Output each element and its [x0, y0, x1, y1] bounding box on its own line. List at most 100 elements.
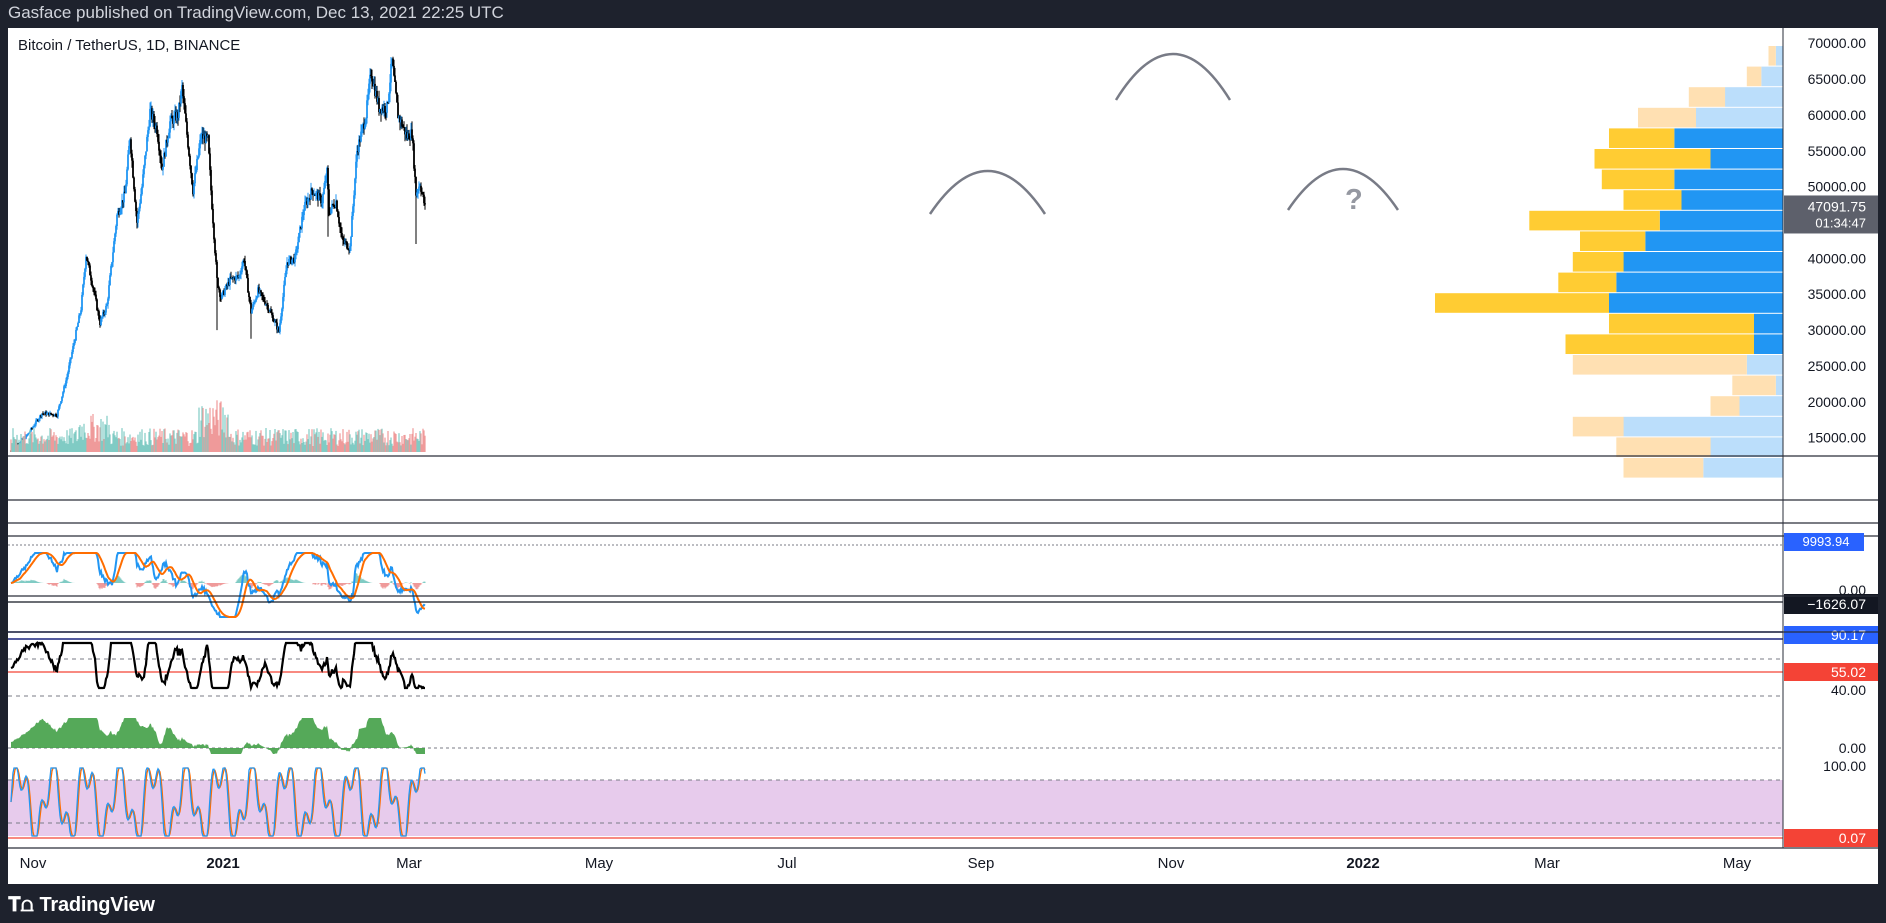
price-candle	[392, 58, 394, 66]
macd-histogram-bar	[38, 582, 40, 583]
price-candle	[53, 415, 55, 417]
volume-bar	[253, 444, 255, 452]
macd-histogram-bar	[276, 580, 278, 583]
volume-profile-down-bar	[1572, 416, 1624, 437]
volume-bar	[404, 434, 406, 452]
price-candle	[355, 161, 357, 179]
volume-bar	[174, 438, 176, 452]
price-candle	[219, 289, 221, 297]
volume-bar	[284, 430, 286, 452]
chart-frame[interactable]: 0.00 −1626.07 90.17 55.02 40.00 0.00 100.00…	[8, 28, 1878, 884]
macd-histogram-bar	[163, 579, 165, 583]
macd-histogram-bar	[390, 580, 392, 583]
price-candle	[160, 155, 162, 164]
volume-bar	[296, 431, 298, 452]
price-candle	[246, 270, 248, 278]
price-candle	[103, 312, 105, 314]
tradingview-brand[interactable]: 𝐓⩍ TradingView	[8, 894, 155, 917]
volume-bar	[334, 434, 336, 452]
volume-bar	[269, 430, 271, 452]
price-candle	[311, 188, 313, 191]
volume-bar	[198, 407, 200, 452]
price-candle	[62, 392, 64, 397]
macd-histogram-bar	[216, 583, 218, 587]
price-candle	[216, 261, 218, 278]
volume-bar	[171, 435, 173, 452]
macd-histogram-bar	[183, 580, 185, 583]
macd-histogram-bar	[190, 583, 192, 588]
volume-bar	[314, 434, 316, 452]
macd-histogram-bar	[34, 580, 36, 583]
price-candle	[200, 138, 202, 140]
macd-histogram-bar	[297, 580, 299, 583]
price-candle	[71, 352, 73, 358]
volume-bar	[39, 441, 41, 452]
volume-bar	[127, 437, 129, 452]
price-candle	[256, 297, 258, 299]
macd-histogram-bar	[208, 583, 210, 586]
macd-histogram-bar	[209, 583, 211, 586]
volume-bar	[320, 429, 322, 452]
price-candle	[214, 239, 216, 254]
price-candle	[417, 190, 419, 193]
volume-bar	[263, 445, 265, 452]
macd-histogram-bar	[292, 580, 294, 583]
macd-histogram-bar	[355, 573, 357, 583]
price-candle	[357, 151, 359, 153]
volume-profile-up-bar	[1754, 313, 1783, 334]
price-candle	[320, 195, 322, 204]
price-candle	[412, 138, 414, 144]
macd-histogram-bar	[251, 583, 253, 588]
price-candle	[295, 249, 297, 255]
volume-bar	[135, 441, 137, 452]
volume-bar	[111, 443, 113, 452]
macd-histogram-bar	[50, 583, 52, 585]
price-chart-svg[interactable]: 0.00−1626.07 90.17 55.02 40.00 0.00 100.00…	[8, 28, 1878, 884]
volume-bar	[63, 437, 65, 452]
price-candle	[41, 413, 43, 417]
volume-bar	[297, 432, 299, 452]
macd-histogram-bar	[172, 583, 174, 588]
price-candle	[165, 139, 167, 157]
volume-bar	[322, 432, 324, 452]
volume-bar	[20, 434, 22, 452]
macd-histogram-bar	[219, 583, 221, 586]
macd-histogram-bar	[52, 583, 54, 586]
macd-histogram-bar	[100, 583, 102, 588]
macd-histogram-bar	[202, 582, 204, 583]
volume-bar	[260, 430, 262, 452]
price-candle	[173, 115, 175, 124]
volume-profile-up-bar	[1674, 128, 1784, 148]
macd-histogram-bar	[367, 581, 369, 583]
volume-bar	[112, 433, 114, 452]
volume-bar	[215, 409, 217, 452]
price-candle	[153, 114, 155, 123]
volume-bar	[210, 428, 212, 452]
volume-bar	[414, 436, 416, 452]
macd-histogram-bar	[210, 583, 212, 587]
volume-bar	[41, 435, 43, 452]
macd-histogram-bar	[275, 580, 277, 583]
volume-bar	[398, 433, 400, 452]
volume-bar	[169, 433, 171, 452]
volume-profile-down-bar	[1601, 169, 1675, 190]
macd-histogram-bar	[144, 581, 146, 583]
macd-histogram-bar	[385, 583, 387, 588]
price-candle	[274, 321, 276, 323]
macd-histogram-bar	[271, 583, 273, 585]
price-candle	[91, 280, 93, 286]
volume-bar	[295, 429, 297, 452]
macd-histogram-bar	[328, 583, 330, 590]
price-tick-label: 25000.00	[1808, 358, 1867, 374]
macd-histogram-bar	[318, 583, 320, 584]
macd-histogram-bar	[196, 583, 198, 585]
price-candle	[301, 216, 303, 229]
price-tick-label: 70000.00	[1808, 35, 1867, 51]
price-candle	[121, 200, 123, 209]
price-candle	[93, 288, 95, 293]
macd-histogram-bar	[302, 582, 304, 583]
volume-bar	[293, 443, 295, 452]
volume-bar	[339, 433, 341, 452]
volume-bar	[82, 439, 84, 452]
chart-title: Bitcoin / TetherUS, 1D, BINANCE	[18, 37, 240, 54]
